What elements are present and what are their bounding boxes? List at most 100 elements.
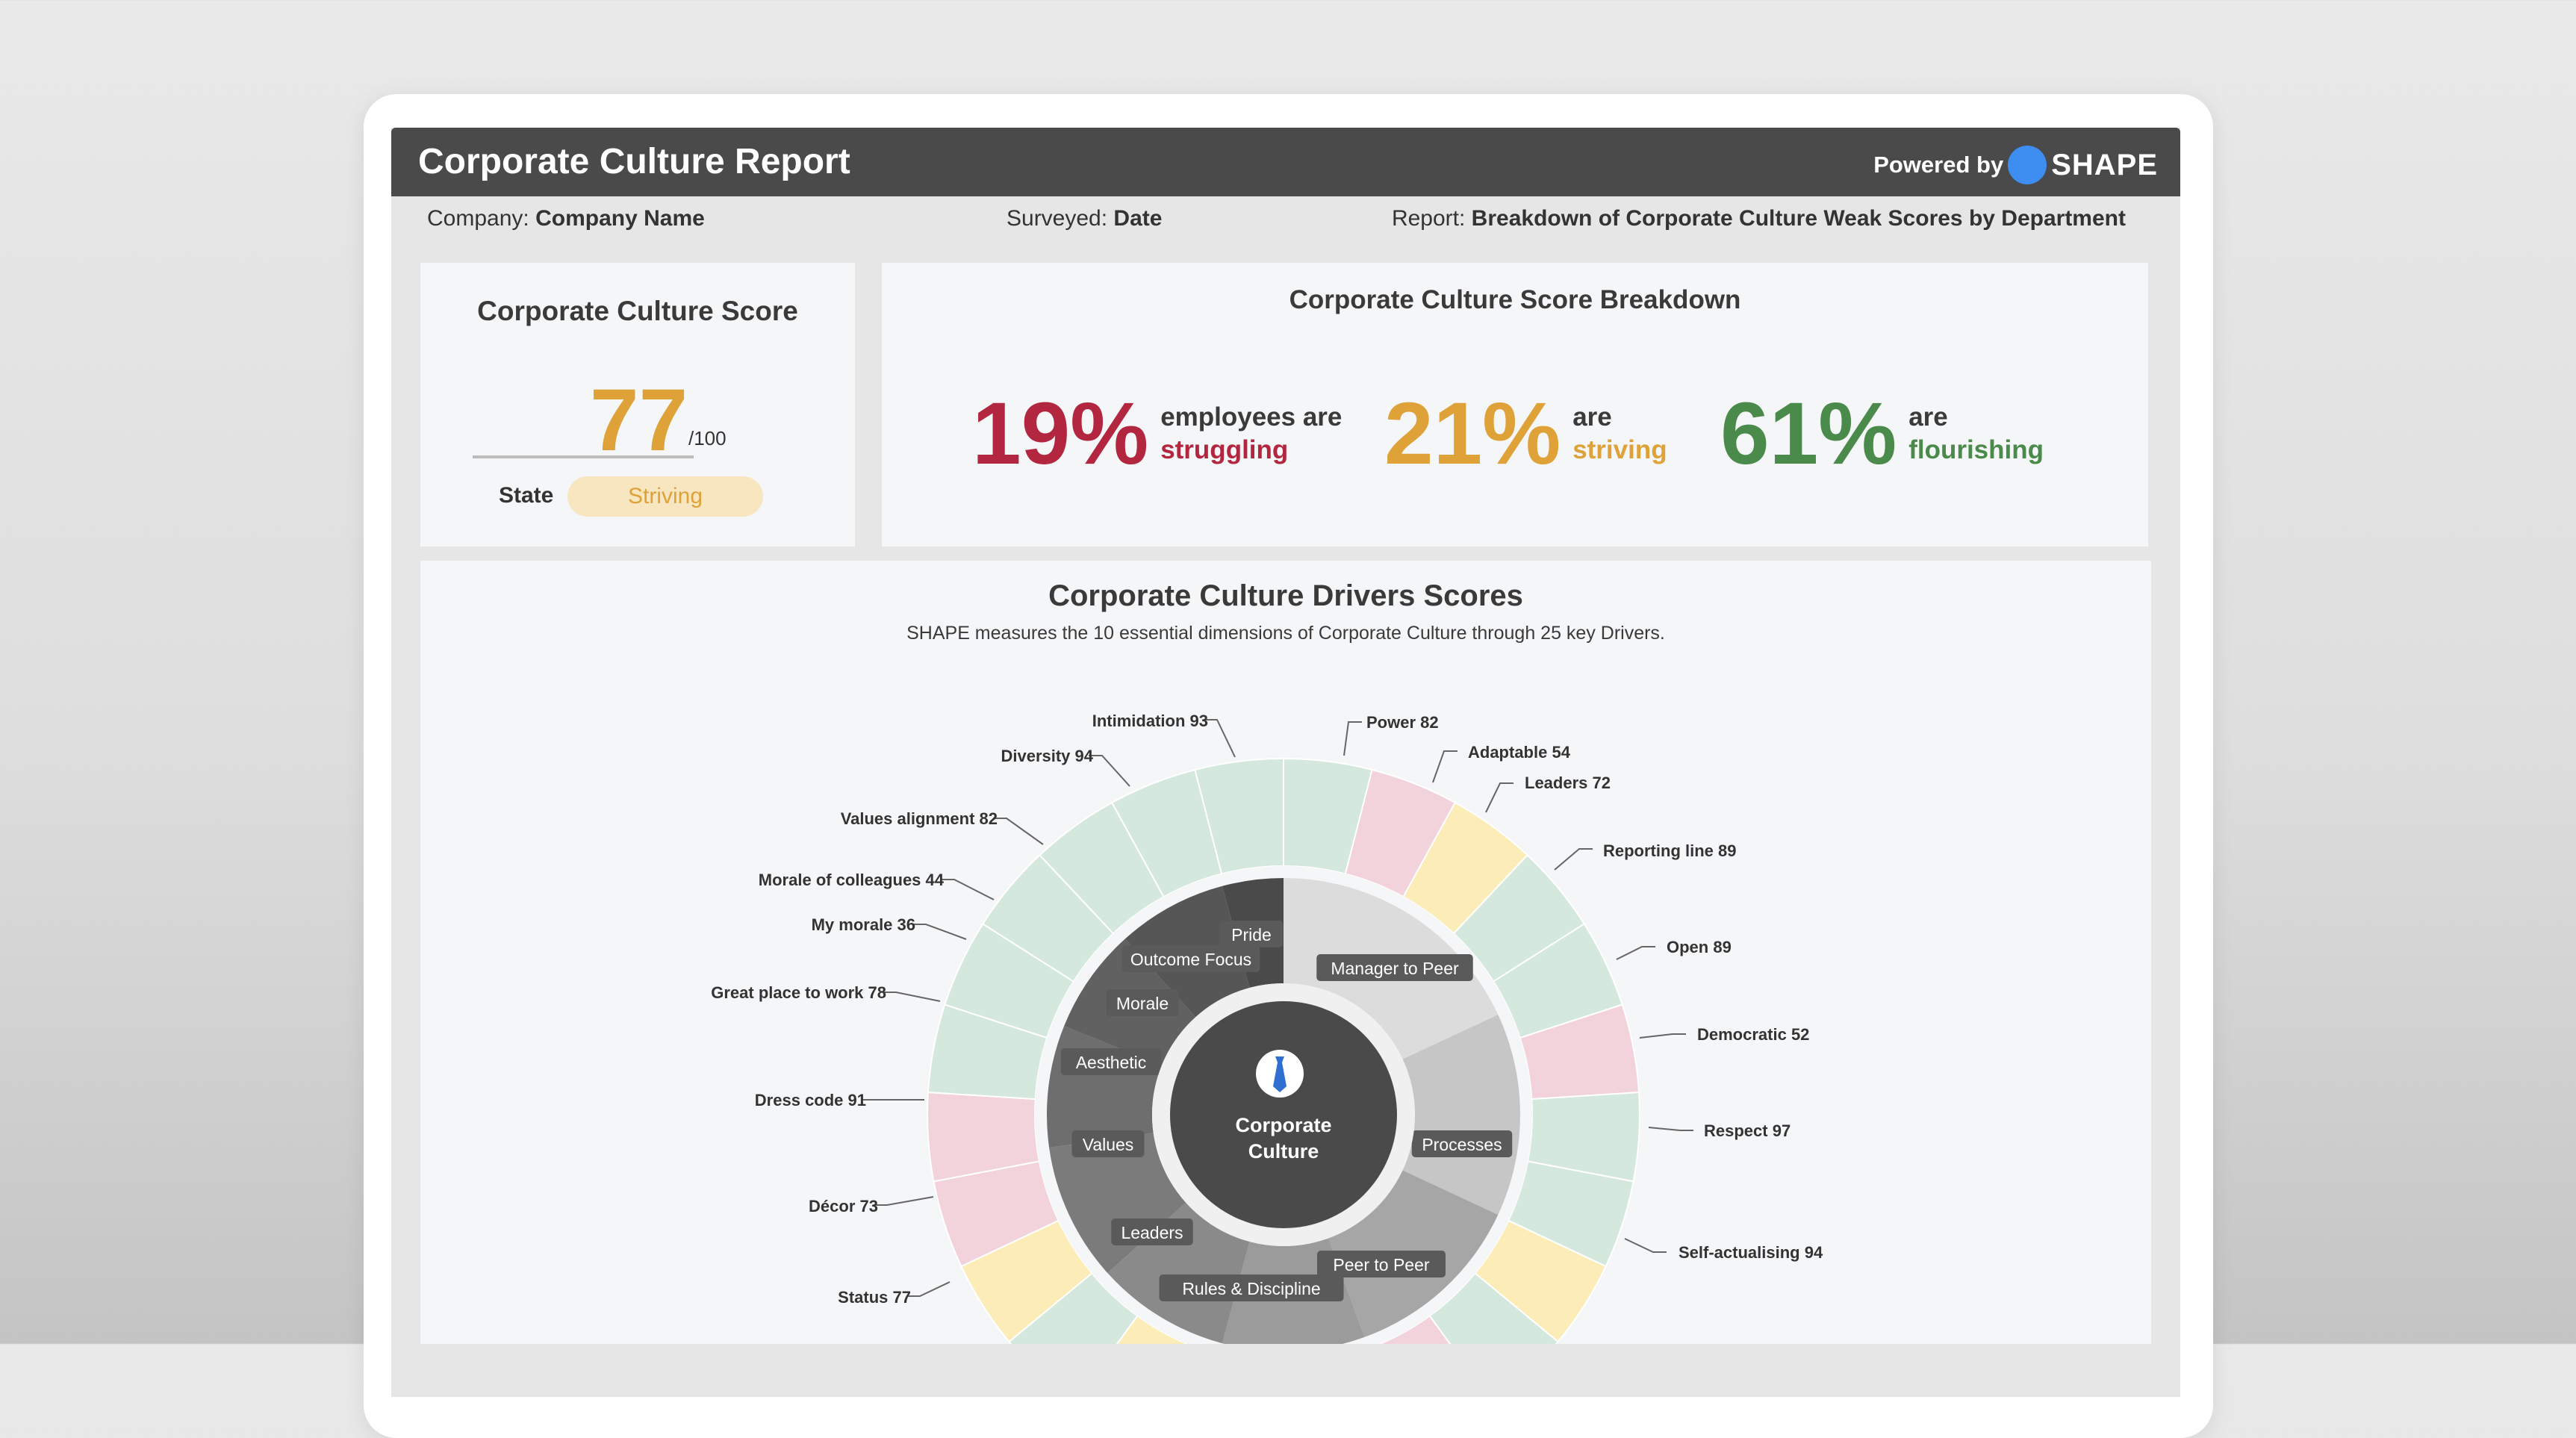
struggling-percent: 19% <box>972 385 1149 483</box>
driver-label: Open 89 <box>1667 938 1732 956</box>
driver-label: Intimidation 93 <box>1092 712 1208 730</box>
dimension-label-text: Processes <box>1422 1135 1502 1154</box>
dimension-segment <box>1107 1202 1250 1344</box>
state-badge: Striving <box>567 476 763 517</box>
drivers-title: Corporate Culture Drivers Scores <box>1048 579 1523 612</box>
breakdown-card: Corporate Culture Score Breakdown 19% em… <box>882 263 2148 547</box>
dimension-label-bg <box>1159 1274 1344 1301</box>
drivers-sunburst-chart: Manager to Peer Processes Peer to Peer Rule… <box>711 712 1823 1344</box>
driver-label: Leaders 72 <box>1525 774 1611 792</box>
meta-report: Report: Breakdown of Corporate Culture W… <box>1392 206 2126 231</box>
dimension-label-bg <box>1106 989 1179 1016</box>
striving-line1: are <box>1572 402 1612 432</box>
driver-label: Diversity 94 <box>1001 747 1093 765</box>
powered-by-label: Powered by <box>1873 152 2004 178</box>
driver-leader-line <box>874 1196 934 1206</box>
flourishing-stat: 61% are flourishing <box>1720 390 2044 478</box>
dimension-label-bg <box>1111 1218 1193 1245</box>
dimension-label-text: Values <box>1083 1135 1134 1154</box>
meta-company: Company: Company Name <box>427 206 705 231</box>
shape-logo-icon <box>2008 146 2047 184</box>
driver-label: Morale of colleagues 44 <box>759 871 945 889</box>
struggling-line2: struggling <box>1160 435 1289 464</box>
dimension-label-bg <box>1121 945 1260 972</box>
driver-leader-line <box>1554 848 1593 871</box>
driver-leader-line <box>912 924 967 940</box>
score-value: 77 <box>590 371 688 470</box>
driver-leader-line <box>1089 755 1130 787</box>
core-label-line1: Corporate <box>1235 1114 1331 1136</box>
striving-caption: are striving <box>1572 401 1667 467</box>
dimension-label-text: Pride <box>1231 925 1272 944</box>
struggling-line1: employees are <box>1160 402 1343 432</box>
driver-label: Democratic 52 <box>1697 1025 1809 1044</box>
surveyed-label: Surveyed: <box>1007 206 1108 231</box>
dimension-segment <box>1402 1015 1521 1215</box>
brand-name: SHAPE <box>2051 148 2158 181</box>
report-value: Breakdown of Corporate Culture Weak Scor… <box>1471 206 2126 231</box>
flourishing-percent: 61% <box>1720 385 1897 483</box>
driver-leader-line <box>1624 1238 1667 1253</box>
dimension-label-text: Morale <box>1116 994 1169 1013</box>
dimension-label: Pride <box>1219 921 1284 947</box>
dimension-label: Rules & Discipline <box>1159 1274 1344 1301</box>
dimension-label-bg <box>1317 1251 1446 1277</box>
company-value: Company Name <box>535 206 705 231</box>
score-card-title: Corporate Culture Score <box>477 296 798 326</box>
driver-label: Status 77 <box>838 1288 911 1307</box>
driver-leader-line <box>1648 1127 1693 1131</box>
dimension-label: Peer to Peer <box>1317 1251 1446 1277</box>
meta-surveyed: Surveyed: Date <box>1007 206 1162 231</box>
dimension-label: Manager to Peer <box>1316 954 1473 981</box>
dimension-label: Aesthetic <box>1060 1048 1162 1075</box>
surveyed-value: Date <box>1113 206 1163 231</box>
dimension-segment <box>1049 1133 1186 1274</box>
dimension-label-bg <box>1071 1130 1145 1157</box>
score-divider <box>473 455 694 458</box>
driver-leader-line <box>1639 1033 1686 1039</box>
driver-label: Values alignment 82 <box>841 809 998 828</box>
driver-label: Self-actualising 94 <box>1679 1243 1823 1262</box>
driver-label: Dress code 91 <box>755 1091 866 1109</box>
dimension-label-text: Outcome Focus <box>1130 950 1251 969</box>
report-header: Corporate Culture Report Powered by SHAP… <box>391 128 2180 196</box>
powered-by: Powered by SHAPE <box>1873 146 2158 184</box>
tie-icon-shape <box>1273 1056 1287 1092</box>
dimension-label: Processes <box>1411 1130 1513 1157</box>
dimension-label-text: Leaders <box>1121 1223 1183 1242</box>
driver-leader-line <box>1485 782 1513 813</box>
struggling-stat: 19% employees are struggling <box>972 390 1342 478</box>
dimension-label-bg <box>1060 1048 1162 1075</box>
dimension-label: Values <box>1071 1130 1145 1157</box>
dimension-label-text: Aesthetic <box>1076 1053 1147 1072</box>
driver-leader-line <box>883 992 941 1002</box>
driver-leader-line <box>906 1281 951 1297</box>
driver-leader-line <box>1343 721 1362 756</box>
flourishing-caption: are flourishing <box>1908 401 2044 467</box>
dimension-label: Morale <box>1106 989 1179 1016</box>
driver-leader-line <box>1432 750 1457 783</box>
company-label: Company: <box>427 206 529 231</box>
core-label-line2: Culture <box>1248 1140 1319 1162</box>
dimension-label: Leaders <box>1111 1218 1193 1245</box>
driver-leader-line <box>1204 719 1236 758</box>
score-denominator: /100 <box>688 427 727 449</box>
striving-percent: 21% <box>1384 385 1561 483</box>
driver-label: Décor 73 <box>809 1197 878 1216</box>
dimension-label-text: Manager to Peer <box>1331 959 1459 978</box>
dimension-label-text: Rules & Discipline <box>1182 1279 1320 1298</box>
dimension-label: Outcome Focus <box>1121 945 1260 972</box>
driver-leader-line <box>941 879 995 900</box>
striving-stat: 21% are striving <box>1384 390 1667 478</box>
dimension-label-bg <box>1411 1130 1513 1157</box>
driver-label: Respect 97 <box>1704 1121 1791 1140</box>
flourishing-line2: flourishing <box>1908 435 2044 464</box>
report-label: Report: <box>1391 206 1466 231</box>
score-card: Corporate Culture Score 77 /100 State St… <box>420 263 855 547</box>
driver-label: My morale 36 <box>812 915 915 934</box>
breakdown-title: Corporate Culture Score Breakdown <box>1289 285 1741 314</box>
driver-label: Reporting line 89 <box>1603 841 1736 860</box>
state-label: State <box>499 483 554 508</box>
core-circle <box>1170 1001 1397 1228</box>
flourishing-line1: are <box>1908 402 1948 432</box>
